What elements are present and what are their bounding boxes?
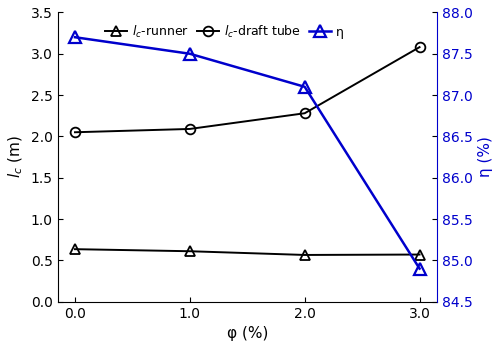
Line: η: η <box>70 32 425 274</box>
$l_c$-draft tube <box>72 130 78 134</box>
$l_c$-runner <box>416 252 422 256</box>
η <box>187 52 193 56</box>
$l_c$-draft tube <box>416 45 422 49</box>
$l_c$-draft tube <box>187 127 193 131</box>
η <box>72 35 78 39</box>
Y-axis label: η (%): η (%) <box>478 137 493 177</box>
η <box>302 85 308 89</box>
Line: $l_c$-draft tube: $l_c$-draft tube <box>70 42 424 137</box>
$l_c$-runner <box>302 253 308 257</box>
Legend: $l_c$-runner, $l_c$-draft tube, η: $l_c$-runner, $l_c$-draft tube, η <box>100 19 349 45</box>
Y-axis label: $l_c$ (m): $l_c$ (m) <box>7 136 26 179</box>
Line: $l_c$-runner: $l_c$-runner <box>70 244 424 260</box>
$l_c$-draft tube <box>302 111 308 115</box>
$l_c$-runner <box>187 249 193 253</box>
$l_c$-runner <box>72 247 78 251</box>
X-axis label: φ (%): φ (%) <box>226 326 268 341</box>
η <box>416 267 422 271</box>
